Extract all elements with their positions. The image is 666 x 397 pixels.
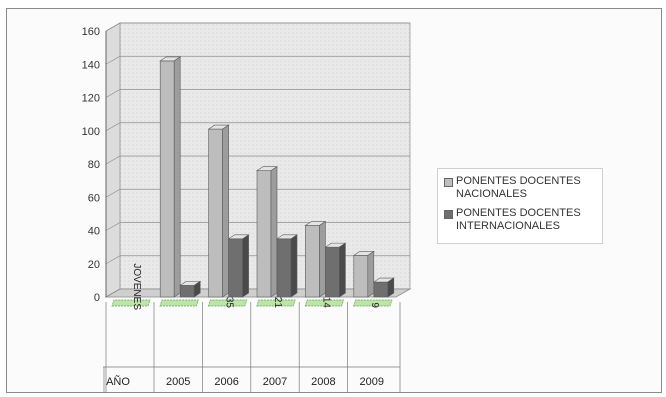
legend-swatch-nacionales xyxy=(444,178,453,187)
bar-nacionales-2006-side xyxy=(222,124,229,298)
legend-key-strip xyxy=(207,299,248,307)
y-tick-label: 0 xyxy=(94,292,100,304)
legend-key-strip xyxy=(159,299,199,307)
y-tick-label: 80 xyxy=(88,159,100,171)
category-label-2006: 2006 xyxy=(214,376,238,388)
table-value-0: JOVENES xyxy=(131,263,142,310)
bar-nacionales-2006-front xyxy=(208,128,223,298)
legend: PONENTES DOCENTES NACIONALES PONENTES DO… xyxy=(437,168,603,244)
bar-nacionales-2008-front xyxy=(305,225,320,298)
gridline xyxy=(105,188,410,198)
bar-nacionales-2009-side xyxy=(367,250,375,298)
gridline xyxy=(105,155,410,165)
bar-nacionales-2009-front xyxy=(353,255,369,298)
legend-item-nacionales: PONENTES DOCENTES NACIONALES xyxy=(444,175,598,201)
table-value-3: 21 xyxy=(272,297,283,309)
bar-internacionales-2009-side xyxy=(387,277,395,298)
bar-internacionales-2006 xyxy=(227,234,250,298)
bar-nacionales-2008-side xyxy=(319,220,326,298)
bar-internacionales-2007-front xyxy=(276,238,292,298)
bar-nacionales-2006 xyxy=(207,124,230,298)
y-tick-label: 20 xyxy=(88,259,100,271)
y-tick-label: 60 xyxy=(88,192,100,204)
gridline xyxy=(105,55,410,65)
gridline xyxy=(105,89,410,98)
category-label-2005: 2005 xyxy=(166,376,190,388)
bar-internacionales-2007-side xyxy=(290,234,298,298)
table-value-4: 14 xyxy=(320,297,331,309)
category-label-2009: 2009 xyxy=(360,376,384,388)
bar-internacionales-2009 xyxy=(372,277,395,298)
y-tick-label: 100 xyxy=(82,126,100,138)
table-value-2: 35 xyxy=(224,297,235,309)
bar-internacionales-2005-side xyxy=(193,280,201,298)
bar-nacionales-2005-side xyxy=(173,56,181,298)
bar-nacionales-2009 xyxy=(352,250,375,298)
legend-label-internacionales: PONENTES DOCENTES INTERNACIONALES xyxy=(456,207,581,232)
y-tick-label: 120 xyxy=(82,93,100,105)
bar-nacionales-2007 xyxy=(256,166,278,298)
bar-internacionales-2009-front xyxy=(373,281,389,298)
bar-nacionales-2005 xyxy=(159,56,182,298)
bar-internacionales-2008-side xyxy=(339,242,346,298)
bar-nacionales-2007-front xyxy=(256,170,272,298)
bar-internacionales-2006-front xyxy=(228,238,243,298)
bar-nacionales-2008 xyxy=(304,220,327,298)
table-value-5: 9 xyxy=(369,302,380,308)
bar-internacionales-2005 xyxy=(179,280,202,298)
legend-item-internacionales: PONENTES DOCENTES INTERNACIONALES xyxy=(444,207,598,233)
legend-key-strip xyxy=(256,299,296,307)
table-header-label: AÑO xyxy=(106,375,130,388)
bar-internacionales-2006-side xyxy=(242,234,249,298)
legend-key-strip xyxy=(353,299,393,307)
legend-key-strip xyxy=(304,299,345,307)
bar-internacionales-2007 xyxy=(276,234,298,298)
bar-internacionales-2008 xyxy=(324,242,347,298)
gridline xyxy=(105,22,410,32)
legend-label-nacionales: PONENTES DOCENTES NACIONALES xyxy=(456,175,581,200)
bar-internacionales-2005-front xyxy=(179,285,195,298)
y-tick-label: 40 xyxy=(88,226,100,238)
bar-internacionales-2008-front xyxy=(325,246,340,298)
category-label-2007: 2007 xyxy=(263,376,287,388)
y-tick-label: 160 xyxy=(82,26,100,38)
y-tick-label: 140 xyxy=(82,59,100,71)
bar-nacionales-2007-side xyxy=(270,166,278,298)
gridline xyxy=(105,122,410,132)
category-label-2008: 2008 xyxy=(311,376,335,388)
legend-key-strip xyxy=(111,299,151,307)
bar-nacionales-2005-front xyxy=(159,60,175,298)
legend-swatch-internacionales xyxy=(444,210,453,219)
